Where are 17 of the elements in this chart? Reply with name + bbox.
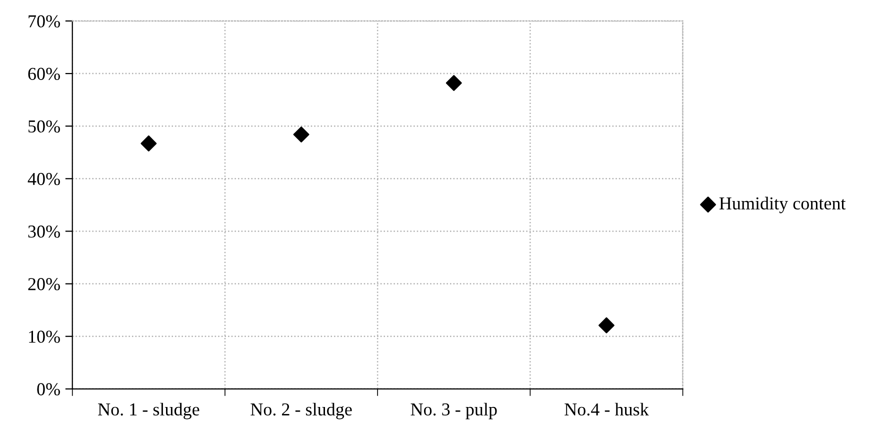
y-tick-label: 50% — [28, 120, 60, 133]
x-tick-label: No. 3 - pulp — [410, 402, 497, 420]
y-tick-label: 30% — [28, 225, 60, 238]
legend-label: Humidity content — [719, 196, 846, 214]
y-tick-label: 60% — [28, 68, 60, 80]
y-tick-label: 70% — [28, 15, 60, 28]
point — [598, 317, 614, 334]
x-tick-label: No. 1 - sludge — [98, 402, 200, 420]
x-tick-label: No. 2 - sludge — [250, 402, 352, 420]
x-tick-label: No.4 - husk — [564, 402, 649, 416]
point — [446, 75, 462, 91]
point — [293, 126, 310, 142]
y-tick-label: 10% — [29, 330, 60, 343]
y-tick-label: 40% — [28, 172, 60, 186]
point — [140, 135, 157, 152]
y-tick-label: 20% — [28, 278, 60, 290]
y-tick-label: 0% — [37, 383, 60, 396]
